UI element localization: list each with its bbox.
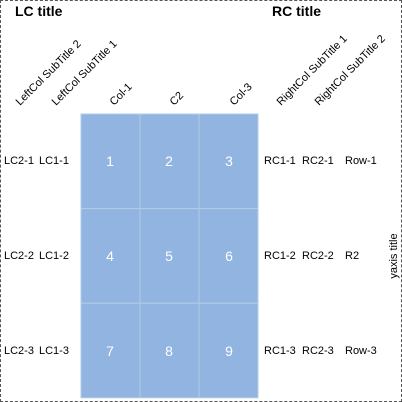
- column-header: C2: [168, 90, 186, 108]
- left-row-label: LC1-2: [39, 250, 69, 262]
- cell-value: 8: [165, 343, 173, 359]
- cell-value: 9: [225, 343, 233, 359]
- cell-value: 1: [106, 153, 114, 169]
- left-row-label: LC2-3: [4, 345, 34, 357]
- yaxis-title: yaxis title: [388, 233, 400, 278]
- table-cell: [80, 208, 141, 304]
- right-row-label: RC1-3: [264, 345, 296, 357]
- right-subtitle: RightCol SubTitle 2: [313, 33, 388, 108]
- left-subtitle: LeftCol SubTitle 2: [14, 38, 84, 108]
- table-cell: [198, 113, 259, 210]
- right-row-label: RC2-1: [302, 155, 334, 167]
- right-row-label: RC1-1: [264, 155, 296, 167]
- table-cell: [80, 302, 141, 399]
- table-cell: [198, 208, 259, 304]
- cell-value: 6: [225, 248, 233, 264]
- right-row-label: RC2-2: [302, 250, 334, 262]
- left-column-title: LC title: [15, 3, 63, 19]
- cell-value: 5: [165, 248, 173, 264]
- right-row-label: RC2-3: [302, 345, 334, 357]
- left-row-label: LC2-1: [4, 155, 34, 167]
- right-row-label: Row-1: [345, 155, 377, 167]
- left-row-label: LC1-3: [39, 345, 69, 357]
- right-column-title: RC title: [272, 3, 321, 19]
- cell-value: 3: [225, 153, 233, 169]
- column-header: Col-3: [228, 81, 255, 108]
- table-cell: [198, 302, 259, 399]
- cell-value: 7: [106, 343, 114, 359]
- left-row-label: LC1-1: [39, 155, 69, 167]
- right-row-label: RC1-2: [264, 250, 296, 262]
- cell-value: 2: [165, 153, 173, 169]
- right-row-label: R2: [345, 250, 359, 262]
- right-subtitle: RightCol SubTitle 1: [275, 33, 350, 108]
- left-row-label: LC2-2: [4, 250, 34, 262]
- table-cell: [139, 113, 200, 210]
- cell-grid: 1 2 3 4 5 6 7 8 9: [80, 113, 259, 399]
- column-header: Col-1: [108, 81, 135, 108]
- cell-value: 4: [106, 248, 114, 264]
- table-cell: [139, 302, 200, 399]
- right-row-label: Row-3: [345, 345, 377, 357]
